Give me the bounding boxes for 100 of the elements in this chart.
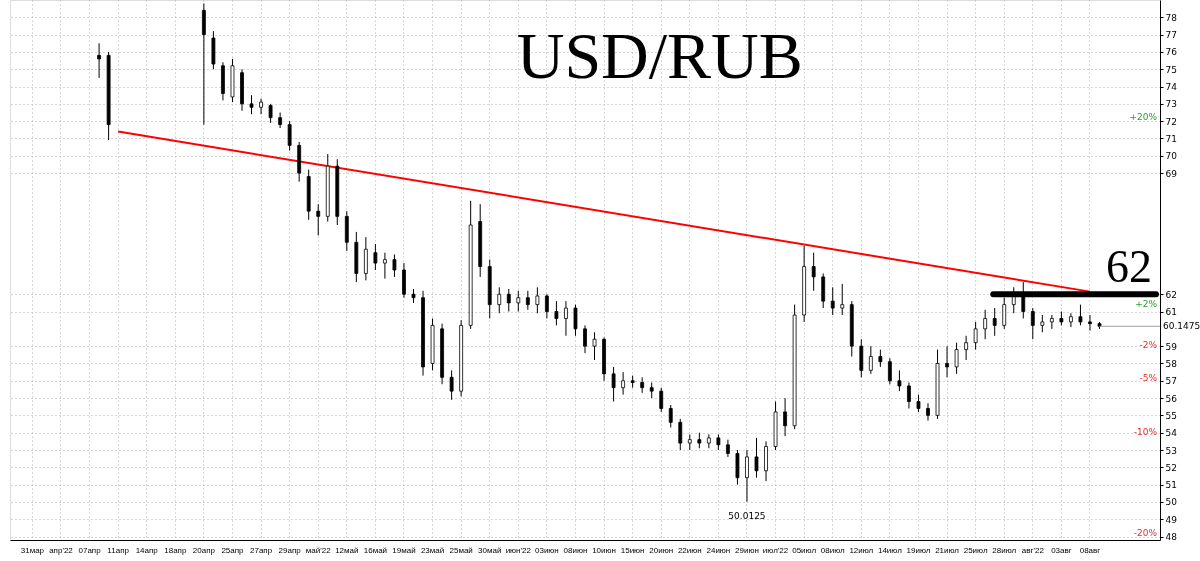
annotation: -10% [1133,427,1158,437]
x-tick-label: 15июн [620,545,645,555]
candlestick [621,371,626,396]
x-tick-label: 20июн [649,545,674,555]
candlestick [840,283,845,316]
candlestick [897,369,902,392]
x-tick-label: 20апр [192,545,216,555]
x-tick-label: 03июн [534,545,559,555]
y-tick-label: 52 [1165,462,1177,473]
candlestick [754,437,759,479]
x-tick-label: 21июл [935,545,960,555]
x-tick-label: 10июн [592,545,616,555]
candlestick [316,203,321,236]
x-tick-label: 25май [449,545,473,555]
x-tick-label: 16май [363,545,388,555]
candlestick [259,98,263,115]
candlestick [1069,312,1073,328]
candlestick [383,252,387,280]
x-tick-label: 14апр [135,545,159,555]
x-tick-label: май'22 [305,545,332,555]
y-tick-label: 78 [1165,12,1178,23]
annotation: -5% [1139,373,1158,383]
candlestick [97,42,101,79]
annotation: -2% [1139,340,1158,350]
x-tick-label: 27апр [249,545,273,555]
candlestick [783,397,787,437]
x-tick-label: 05июл [792,545,817,555]
candlestick [1078,304,1083,326]
x-tick-label: 22июн [677,545,702,555]
x-tick-label: 30май [478,545,502,555]
y-tick-label: 59 [1165,341,1178,352]
candlestick [611,366,616,403]
candlestick [954,342,959,375]
candlestick [249,94,254,115]
candlestick [907,382,911,409]
y-tick-label: 58 [1165,358,1178,369]
candlestick [745,449,749,503]
candlestick [1088,314,1092,332]
candlestick [811,252,816,292]
y-tick-label: 49 [1165,514,1178,525]
x-tick-label: 08авг [1079,545,1101,555]
candlestick [525,290,530,311]
candlestick [506,288,511,313]
candlestick [992,307,997,337]
candlestick [926,402,930,422]
x-tick-label: 25июл [963,545,988,555]
x-tick-label: 29апр [278,545,302,555]
candlestick [573,304,578,337]
x-tick-label: 28июл [992,545,1017,555]
x-tick-label: июл'22 [762,545,789,555]
candlestick [516,290,521,313]
candlestick [583,324,587,354]
candlestick [497,286,502,314]
y-tick-label: 77 [1165,30,1177,41]
candlestick [449,369,454,401]
candlestick [554,300,559,326]
candlestick [1049,314,1054,330]
x-tick-label: 18апр [164,545,187,555]
candlestick [592,331,597,361]
x-tick-label: 08июн [563,545,588,555]
y-tick-label: 53 [1165,445,1177,456]
x-tick-label: 31мар [20,545,45,555]
candlestick [535,286,540,314]
x-tick-label: 14июл [877,545,903,555]
annotation: 50.0125 [728,510,766,521]
y-tick-label: 69 [1165,168,1178,179]
x-tick-label: апр'22 [49,545,74,555]
candlestick [983,309,988,340]
candlestick [544,293,549,319]
x-tick-label: 12май [335,545,359,555]
y-tick-label: 62 [1165,289,1177,300]
y-tick-label: 70 [1165,151,1178,162]
x-tick-label: 08июл [820,545,845,555]
candlestick [973,321,978,351]
x-tick-label: 07апр [78,545,102,555]
x-tick-label: 19май [392,545,416,555]
x-tick-label: июн'22 [505,545,532,555]
x-tick-label: 25апр [221,545,245,555]
candlestick [392,253,397,278]
y-tick-label: 55 [1165,410,1177,421]
chart-title: USD/RUB [516,19,803,92]
y-tick-label: 57 [1165,376,1177,387]
annotation: -20% [1133,528,1158,538]
x-tick-label: 23май [420,545,445,555]
candlestick [659,387,664,413]
y-tick-label: 50 [1165,497,1178,508]
candlestick [287,120,292,152]
candlestick [1030,307,1035,340]
x-tick-label: 24июн [706,545,731,555]
y-tick-label: 74 [1165,82,1178,93]
x-tick-label: 11апр [107,545,130,555]
candlestick [373,243,378,271]
candlestick [668,404,673,428]
ref-line-label: 60.1475 [1163,321,1200,332]
candlestick [868,345,873,375]
x-tick-label: 12июл [849,545,874,555]
x-tick-label: авг'22 [1021,545,1045,555]
x-tick-label: 03авг [1051,545,1072,555]
y-tick-label: 75 [1165,64,1177,75]
candlestick [706,433,711,449]
